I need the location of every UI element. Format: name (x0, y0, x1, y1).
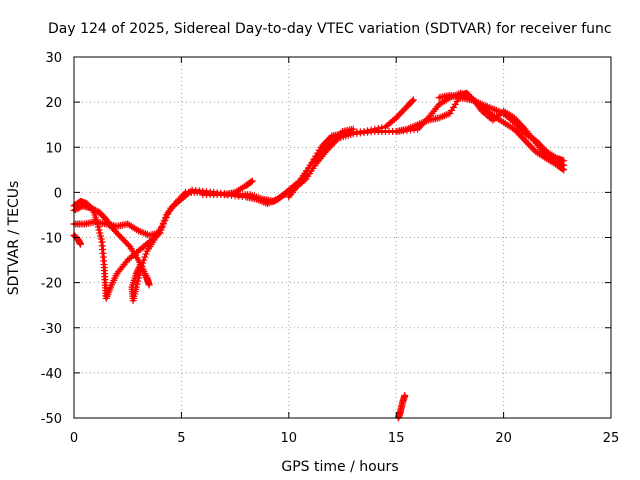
data-point (132, 283, 140, 291)
series-trace (72, 91, 566, 303)
data-point (136, 268, 144, 276)
ticks: 0 5 10 15 20 25 -50 -40 -30 -20 -10 0 10 20 30 (41, 51, 620, 446)
data-point (560, 157, 568, 165)
chart-title: Day 124 of 2025, Sidereal Day-to-day VTE… (48, 21, 612, 37)
data-point (139, 259, 147, 267)
data-point (97, 235, 105, 243)
y-tick-label: 0 (54, 186, 62, 201)
y-axis-label: SDTVAR / TECUs (6, 181, 22, 296)
y-tick-label: 30 (45, 51, 62, 66)
data-point (165, 207, 173, 215)
data-point (95, 226, 103, 234)
data-point (248, 177, 256, 185)
x-tick-label: 15 (388, 431, 405, 446)
data-point (142, 250, 150, 258)
series-trace (72, 98, 415, 300)
x-axis-label: GPS time / hours (281, 459, 398, 475)
data-point (96, 232, 104, 240)
data-point (137, 265, 145, 273)
data-point (94, 223, 102, 231)
data-point (134, 277, 142, 285)
data-point (409, 96, 417, 104)
y-tick-label: 20 (45, 96, 62, 111)
data-point (156, 229, 164, 237)
data-point (160, 219, 167, 227)
x-tick-label: 0 (70, 431, 78, 446)
x-tick-label: 10 (281, 431, 298, 446)
y-tick-label: -30 (41, 322, 62, 337)
data-point (96, 229, 104, 237)
y-tick-label: -40 (41, 367, 62, 382)
series-layer (70, 89, 568, 422)
series-track-5 (199, 177, 256, 199)
x-tick-label: 25 (603, 431, 620, 446)
data-point (135, 271, 143, 279)
y-tick-label: -10 (41, 232, 62, 247)
data-point (247, 178, 255, 186)
data-point (349, 125, 357, 133)
series-track-8 (435, 91, 568, 165)
series-track-2 (70, 96, 417, 302)
data-point (141, 253, 149, 261)
data-point (158, 222, 166, 230)
data-point (161, 216, 169, 224)
x-tick-label: 5 (177, 431, 185, 446)
data-point (140, 256, 148, 264)
data-point (124, 241, 132, 249)
data-point (138, 262, 146, 270)
data-point (134, 274, 142, 282)
data-point (162, 213, 170, 221)
y-tick-label: -50 (41, 412, 62, 427)
y-tick-label: -20 (41, 277, 62, 292)
data-point (76, 240, 84, 248)
data-point (408, 97, 416, 105)
series-track-1 (70, 231, 84, 248)
data-point (133, 280, 141, 288)
data-point (401, 391, 409, 399)
series-track-6 (285, 125, 357, 201)
series-track-9 (394, 391, 409, 422)
y-tick-label: 10 (45, 141, 62, 156)
x-tick-label: 20 (495, 431, 512, 446)
data-point (164, 210, 172, 218)
